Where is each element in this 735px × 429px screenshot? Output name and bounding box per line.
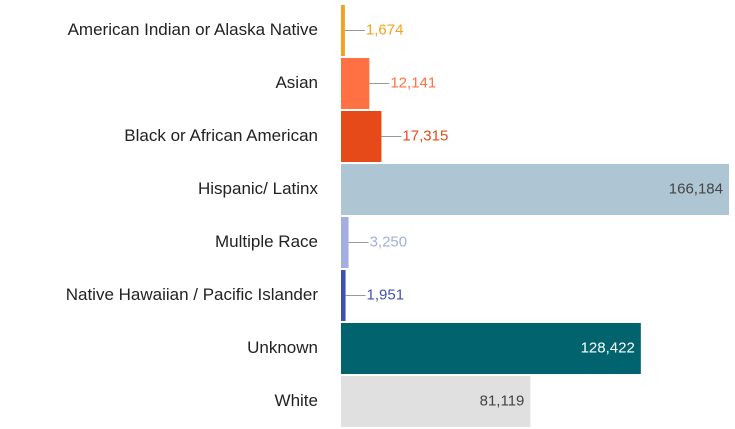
value-label: 1,674	[366, 21, 404, 38]
bar	[341, 164, 729, 215]
category-label: White	[275, 391, 318, 410]
category-label: Hispanic/ Latinx	[198, 179, 319, 198]
category-label: Unknown	[247, 338, 318, 357]
category-label: Multiple Race	[215, 232, 318, 251]
category-label: Asian	[275, 73, 318, 92]
value-label: 81,119	[480, 392, 525, 409]
bar	[341, 111, 382, 162]
category-label: Native Hawaiian / Pacific Islander	[66, 285, 319, 304]
bar	[341, 5, 345, 56]
value-label: 3,250	[370, 233, 408, 250]
value-label: 12,141	[390, 74, 436, 91]
value-label: 166,184	[669, 180, 723, 197]
bar	[341, 270, 346, 321]
category-label: Black or African American	[124, 126, 318, 145]
bar	[341, 376, 531, 427]
bar	[341, 217, 349, 268]
category-label: American Indian or Alaska Native	[68, 20, 318, 39]
value-label: 128,422	[581, 339, 635, 356]
value-label: 17,315	[402, 127, 448, 144]
value-label: 1,951	[367, 286, 405, 303]
bar	[341, 58, 370, 109]
bar	[341, 323, 641, 374]
